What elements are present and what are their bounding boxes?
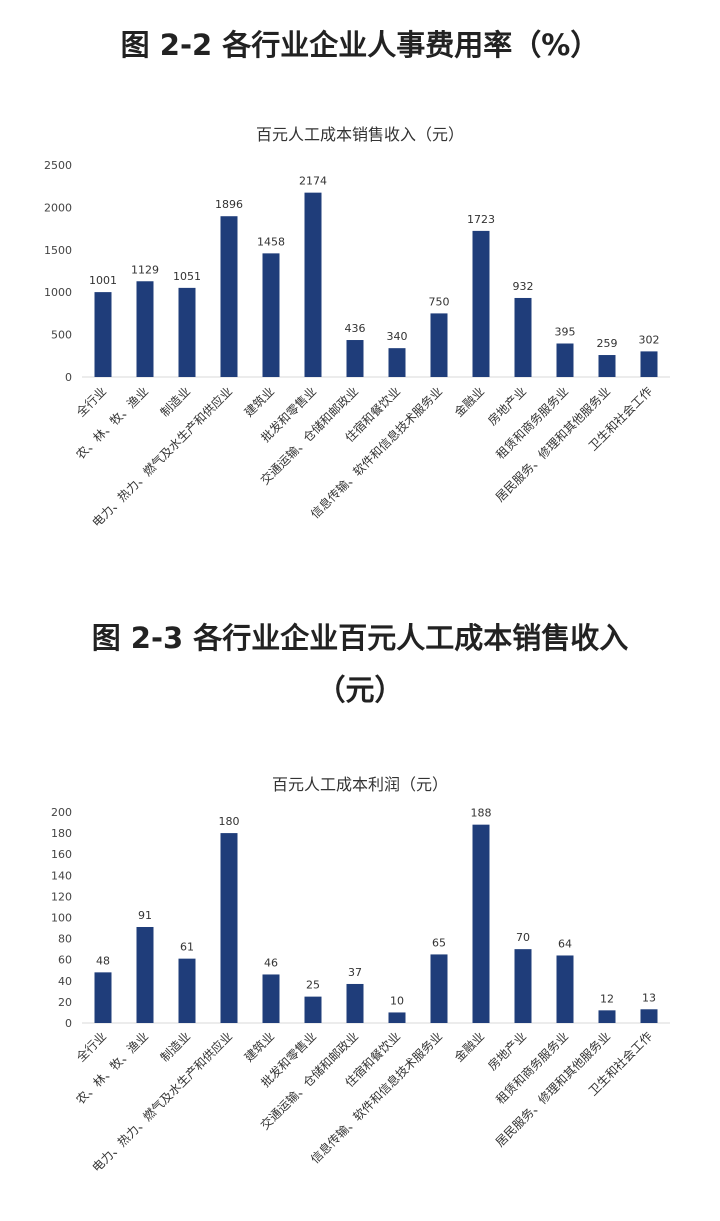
- c2-x-tick-label: 制造业: [158, 1029, 193, 1064]
- c2-y-tick-label: 0: [65, 1017, 72, 1030]
- c2-bar: [472, 824, 490, 1023]
- c2-data-label: 25: [306, 979, 320, 992]
- c2-y-tick-label: 60: [58, 954, 72, 967]
- c1-bar: [598, 355, 616, 377]
- c2-data-label: 61: [180, 941, 194, 954]
- c1-data-label: 750: [429, 295, 450, 308]
- c2-bar: [136, 926, 154, 1023]
- c1-y-tick-label: 1500: [44, 244, 72, 257]
- c2-y-tick-label: 20: [58, 996, 72, 1009]
- c1-bar: [136, 281, 154, 377]
- figure-title-2-3: 图 2-3 各行业企业百元人工成本销售收入（元）: [0, 612, 720, 716]
- c1-bar: [94, 292, 112, 377]
- c1-data-label: 2174: [299, 175, 327, 188]
- c2-bar: [640, 1009, 658, 1023]
- c2-x-tick-label: 建筑业: [241, 1029, 277, 1065]
- c1-bar: [640, 351, 658, 377]
- chart-profit-per-100-labor-cost: 百元人工成本利润（元） 0 20 40 60 80 100 120 140 160 180 200 48…: [51, 775, 670, 1175]
- c2-chart-title: 百元人工成本利润（元）: [272, 775, 448, 794]
- c1-data-label: 1458: [257, 235, 285, 248]
- c2-bar: [430, 954, 448, 1023]
- c1-y-tick-label: 0: [65, 371, 72, 384]
- c2-data-label: 13: [642, 991, 656, 1004]
- c1-bar: [430, 313, 448, 377]
- c1-x-tick-label: 租赁和商务服务业: [493, 384, 571, 462]
- c2-y-tick-label: 40: [58, 975, 72, 988]
- c2-bar: [304, 996, 322, 1023]
- c1-y-tick-label: 1000: [44, 286, 72, 299]
- c1-x-tick-label: 制造业: [158, 384, 193, 419]
- c2-data-label: 37: [348, 966, 362, 979]
- c1-bar: [262, 253, 280, 377]
- c2-bar: [346, 983, 364, 1023]
- c1-x-tick-label: 房地产业: [485, 384, 530, 429]
- c2-y-tick-label: 120: [51, 890, 72, 903]
- c1-bar: [472, 230, 490, 377]
- c2-data-label: 64: [558, 937, 572, 950]
- c2-bar: [94, 972, 112, 1023]
- c2-x-tick-label: 金融业: [451, 1029, 487, 1065]
- c1-data-label: 1051: [173, 270, 201, 283]
- c1-y-tick-label: 2000: [44, 201, 72, 214]
- c1-data-label: 340: [387, 330, 408, 343]
- figure-title-2-2: 图 2-2 各行业企业人事费用率（%）: [120, 28, 600, 62]
- c2-x-tick-label: 全行业: [73, 1029, 109, 1065]
- c1-y-tick-label: 2500: [44, 159, 72, 172]
- c1-x-tick-label: 农、林、牧、渔业: [73, 384, 151, 462]
- c2-bar: [388, 1012, 406, 1023]
- c2-data-label: 188: [471, 807, 492, 820]
- c2-x-tick-label: 租赁和商务服务业: [493, 1029, 571, 1108]
- c1-data-label: 436: [345, 322, 366, 335]
- c1-data-label: 302: [639, 333, 660, 346]
- c1-data-label: 932: [513, 280, 534, 293]
- c1-bar: [178, 287, 196, 377]
- c1-data-label: 1129: [131, 263, 159, 276]
- c2-y-tick-label: 160: [51, 848, 72, 861]
- c2-y-tick-label: 180: [51, 827, 72, 840]
- c2-data-label: 48: [96, 954, 110, 967]
- c2-x-tick-label: 房地产业: [485, 1029, 530, 1074]
- c2-bar: [220, 833, 238, 1023]
- c2-bar: [178, 958, 196, 1023]
- c2-bar: [262, 974, 280, 1023]
- c1-data-label: 259: [597, 337, 618, 350]
- c1-bar: [220, 216, 238, 377]
- c1-data-label: 1896: [215, 198, 243, 211]
- c2-bar: [514, 949, 532, 1023]
- c1-x-tick-label: 金融业: [451, 384, 487, 420]
- c2-y-tick-label: 100: [51, 912, 72, 925]
- c2-y-tick-label: 200: [51, 806, 72, 819]
- c1-bar: [346, 340, 364, 377]
- c2-data-label: 46: [264, 956, 278, 969]
- c2-data-label: 180: [219, 815, 240, 828]
- chart-sales-per-100-labor-cost: 百元人工成本销售收入（元） 0 500 1000 1500 2000 2500 1001 全行业…: [44, 125, 670, 530]
- c1-x-tick-label: 全行业: [73, 384, 109, 420]
- c2-x-tick-label: 农、林、牧、渔业: [73, 1029, 151, 1107]
- c1-bar: [304, 192, 322, 377]
- c1-bar: [556, 343, 574, 377]
- c1-data-label: 1723: [467, 213, 495, 226]
- c2-data-label: 65: [432, 936, 446, 949]
- c1-data-label: 1001: [89, 274, 117, 287]
- c1-bar: [514, 297, 532, 377]
- c2-data-label: 91: [138, 909, 152, 922]
- figure-title-2-3-text: 图 2-3 各行业企业百元人工成本销售收入（元）: [91, 621, 629, 707]
- c2-bar: [556, 955, 574, 1023]
- c2-y-tick-label: 80: [58, 933, 72, 946]
- c1-x-tick-label: 建筑业: [241, 384, 277, 420]
- c1-data-label: 395: [555, 326, 576, 339]
- c2-data-label: 10: [390, 994, 404, 1007]
- c2-data-label: 70: [516, 931, 530, 944]
- c1-bar: [388, 348, 406, 377]
- c2-y-tick-label: 140: [51, 869, 72, 882]
- c1-chart-title: 百元人工成本销售收入（元）: [256, 125, 464, 144]
- c2-bar: [598, 1010, 616, 1023]
- c2-data-label: 12: [600, 992, 614, 1005]
- c1-y-tick-label: 500: [51, 329, 72, 342]
